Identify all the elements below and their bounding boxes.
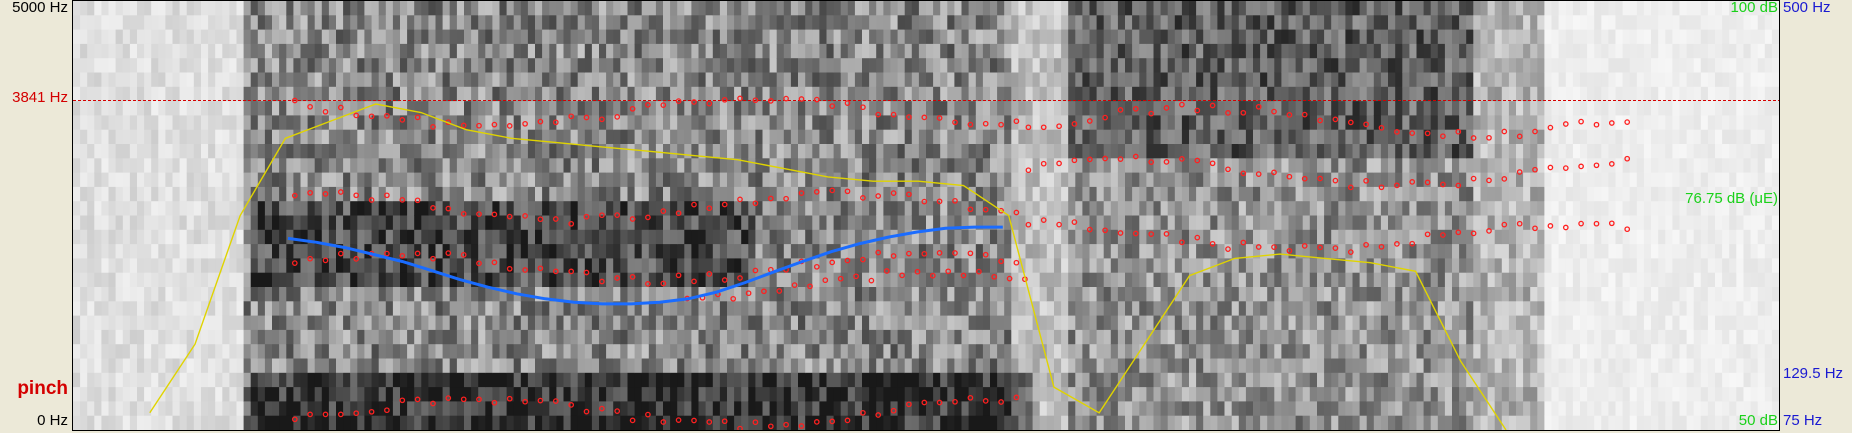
pitch-mid-label: 129.5 Hz <box>1783 366 1843 381</box>
spectrogram[interactable] <box>73 1 1779 430</box>
word-label: pinch <box>0 381 68 396</box>
intensity-bottom-label: 50 dB <box>1600 413 1778 428</box>
cursor-freq-label: 3841 Hz <box>0 90 68 105</box>
intensity-mid-label: 76.75 dB (μE) <box>1600 191 1778 206</box>
spectrogram-panel[interactable] <box>72 0 1780 431</box>
freq-top-label: 5000 Hz <box>0 0 68 15</box>
spectrogram-texture <box>73 1 1779 430</box>
pitch-top-label: 500 Hz <box>1783 0 1831 15</box>
pitch-bottom-label: 75 Hz <box>1783 413 1822 428</box>
freq-bottom-label: 0 Hz <box>0 413 68 428</box>
intensity-top-label: 100 dB <box>1600 0 1778 15</box>
